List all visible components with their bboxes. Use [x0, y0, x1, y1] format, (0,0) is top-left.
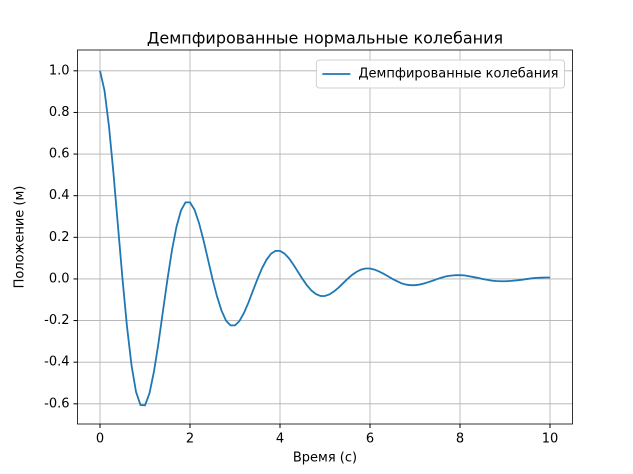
- x-axis-label: Время (с): [293, 451, 357, 466]
- y-tick-label: 0.0: [49, 271, 70, 286]
- x-tick-label: 6: [366, 432, 374, 447]
- y-tick-label: -0.6: [44, 396, 69, 411]
- y-axis-label: Положение (м): [13, 186, 28, 289]
- y-tick-label: 0.2: [49, 230, 70, 245]
- chart-title: Демпфированные нормальные колебания: [147, 29, 503, 48]
- x-tick-label: 10: [542, 432, 559, 447]
- y-tick-label: 1.0: [49, 63, 70, 78]
- legend-box: [315, 59, 565, 89]
- y-tick-label: -0.2: [44, 313, 69, 328]
- y-tick-label: 0.8: [49, 105, 70, 120]
- x-tick-label: 2: [186, 432, 194, 447]
- plot-frame: [77, 49, 573, 425]
- y-tick-label: -0.4: [44, 355, 69, 370]
- x-tick-label: 8: [456, 432, 464, 447]
- data-line: [99, 70, 550, 407]
- y-tick-label: 0.6: [49, 147, 70, 162]
- x-tick-label: 0: [96, 432, 104, 447]
- y-tick-label: 0.4: [49, 188, 70, 203]
- legend-label: Демпфированные колебания: [358, 67, 558, 82]
- x-tick-label: 4: [276, 432, 284, 447]
